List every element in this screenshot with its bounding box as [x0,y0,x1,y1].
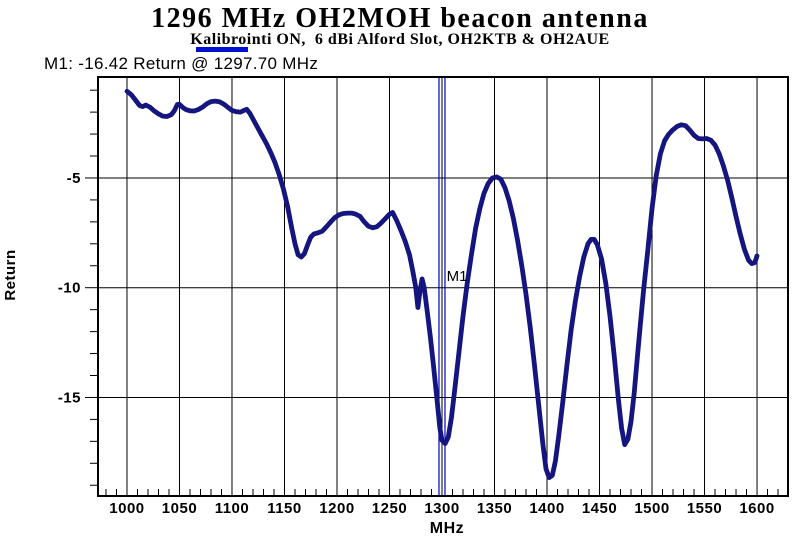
x-tick-label: 1300 [424,500,459,517]
legend-line-swatch [196,47,248,52]
x-tick-label: 1600 [739,500,774,517]
x-tick-label: 1200 [319,500,354,517]
x-tick-label: 1100 [215,500,250,517]
return-loss-curve [124,88,760,481]
x-tick-label: 1500 [634,500,669,517]
marker-m1-label: M1 [447,268,468,285]
minor-ticks [90,89,779,496]
plot-frame [97,76,789,497]
x-tick-label: 1000 [109,500,144,517]
x-tick-label: 1050 [162,500,197,517]
chart-subtitle: Kalibrointi ON, 6 dBi Alford Slot, OH2KT… [190,31,610,48]
y-axis-label: Return [2,249,19,300]
x-tick-label: 1400 [529,500,564,517]
x-tick-label: 1150 [267,500,302,517]
x-tick-label: 1250 [372,500,407,517]
x-tick-label: 1450 [582,500,617,517]
gridlines [98,77,788,496]
x-tick-label: 1550 [687,500,722,517]
y-tick-label: -10 [58,280,81,297]
chart-title: 1296 MHz OH2MOH beacon antenna [151,3,649,34]
marker-readout-label: M1: -16.42 Return @ 1297.70 MHz [44,54,319,73]
x-axis-label: MHz [430,520,464,537]
x-tick-label: 1350 [477,500,512,517]
y-tick-label: -15 [58,389,81,406]
y-tick-label: -5 [67,170,81,187]
